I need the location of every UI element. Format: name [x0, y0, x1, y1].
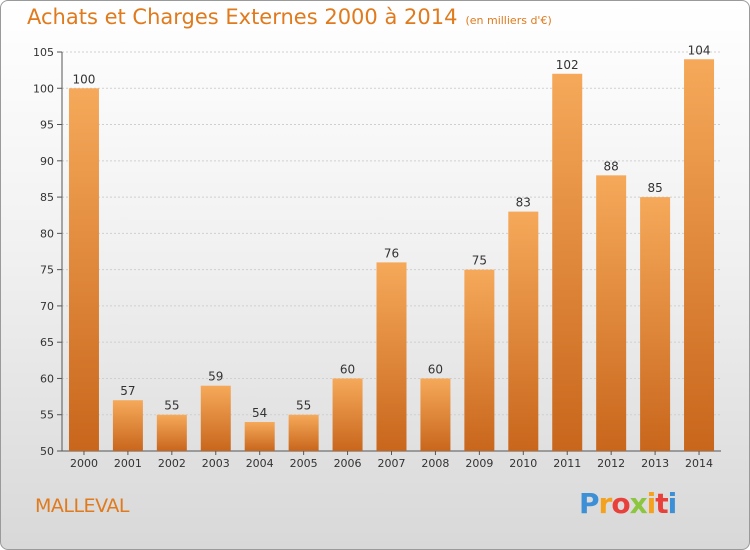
value-label-2002: 55 [164, 399, 179, 413]
y-tick-label: 80 [40, 227, 54, 240]
bar-2006 [332, 378, 363, 451]
x-tick-label-2012: 2012 [597, 457, 625, 470]
y-tick-label: 50 [40, 445, 54, 458]
chart-title: Achats et Charges Externes 2000 à 2014 (e… [27, 5, 552, 29]
commune-name: MALLEVAL [35, 495, 129, 517]
y-tick-label: 75 [40, 264, 54, 277]
logo-letter: i [646, 487, 657, 520]
value-label-2001: 57 [120, 384, 135, 398]
value-label-2011: 102 [556, 58, 579, 72]
logo-letter: P [579, 487, 600, 520]
bar-2001 [112, 400, 143, 451]
y-tick-label: 55 [40, 409, 54, 422]
proxiti-logo: Proxiti [579, 487, 678, 520]
bar-2014 [684, 59, 715, 451]
y-tick-label: 100 [33, 82, 54, 95]
x-tick-label-2013: 2013 [641, 457, 669, 470]
bar-2003 [200, 385, 231, 451]
y-tick-label: 90 [40, 155, 54, 168]
value-label-2006: 60 [340, 362, 355, 376]
x-tick-label-2006: 2006 [334, 457, 362, 470]
x-tick-label-2003: 2003 [202, 457, 230, 470]
x-tick-label-2001: 2001 [114, 457, 142, 470]
x-tick-label-2002: 2002 [158, 457, 186, 470]
y-tick-label: 85 [40, 191, 54, 204]
x-tick-label-2000: 2000 [70, 457, 98, 470]
bar-2013 [640, 197, 671, 451]
bar-2004 [244, 421, 275, 451]
x-tick-label-2008: 2008 [421, 457, 449, 470]
x-tick-label-2007: 2007 [378, 457, 406, 470]
value-label-2013: 85 [647, 181, 662, 195]
bar-2012 [596, 175, 627, 451]
value-label-2012: 88 [604, 159, 619, 173]
y-tick-label: 70 [40, 300, 54, 313]
value-label-2003: 59 [208, 370, 223, 384]
value-label-2009: 75 [472, 254, 487, 268]
value-label-2000: 100 [73, 72, 96, 86]
bar-2000 [68, 88, 99, 451]
x-tick-label-2010: 2010 [509, 457, 537, 470]
bar-2007 [376, 262, 407, 451]
logo-letter: i [667, 487, 678, 520]
y-tick-label: 65 [40, 336, 54, 349]
chart-title-unit: (en milliers d'€) [465, 14, 552, 27]
logo-letter: r [598, 487, 613, 520]
bar-2010 [508, 211, 539, 451]
bar-2005 [288, 414, 319, 451]
bar-2011 [552, 73, 583, 451]
value-label-2004: 54 [252, 406, 267, 420]
logo-letter: o [611, 487, 630, 520]
y-tick-label: 105 [33, 46, 54, 59]
bar-2009 [464, 269, 495, 451]
x-tick-label-2004: 2004 [246, 457, 274, 470]
bar-2002 [156, 414, 187, 451]
chart-title-main: Achats et Charges Externes 2000 à 2014 [27, 5, 458, 29]
logo-letter: t [655, 487, 668, 520]
y-tick-label: 60 [40, 372, 54, 385]
value-label-2010: 83 [516, 196, 531, 210]
value-label-2007: 76 [384, 246, 399, 260]
logo-letter: x [629, 487, 648, 520]
x-tick-label-2005: 2005 [290, 457, 318, 470]
value-label-2005: 55 [296, 399, 311, 413]
value-label-2014: 104 [688, 43, 711, 57]
bar-2008 [420, 378, 451, 451]
x-tick-label-2011: 2011 [553, 457, 581, 470]
x-tick-label-2014: 2014 [685, 457, 713, 470]
value-label-2008: 60 [428, 362, 443, 376]
y-tick-label: 95 [40, 119, 54, 132]
x-tick-label-2009: 2009 [465, 457, 493, 470]
